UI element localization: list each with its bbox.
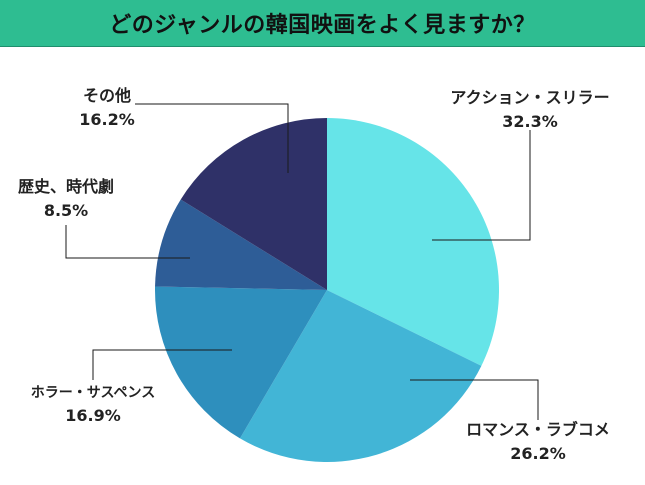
leader-line xyxy=(92,349,232,380)
slice-value-label: 16.2% xyxy=(79,110,135,129)
slice-label: ロマンス・ラブコメ xyxy=(466,420,610,439)
chart-title: どのジャンルの韓国映画をよく見ますか？ xyxy=(109,13,536,38)
slice-label: 歴史、時代劇 xyxy=(18,177,114,196)
slice-value-label: 32.3% xyxy=(502,112,558,131)
slice-label: その他 xyxy=(83,86,131,105)
slice-value-label: 26.2% xyxy=(510,444,566,463)
leader-line xyxy=(135,103,289,173)
leader-line xyxy=(410,379,539,420)
leader-line xyxy=(432,130,531,241)
pie-slice xyxy=(155,286,327,439)
chart-title-bar: どのジャンルの韓国映画をよく見ますか？ xyxy=(0,0,645,47)
slice-value-label: 16.9% xyxy=(65,406,121,425)
leader-line xyxy=(65,225,190,259)
pie-slice xyxy=(327,118,499,366)
slice-value-label: 8.5% xyxy=(44,201,88,220)
pie-slice xyxy=(155,199,327,290)
pie-slice xyxy=(180,117,327,290)
slice-label: アクション・スリラー xyxy=(450,88,609,107)
slice-label: ホラー・サスペンス xyxy=(31,385,155,401)
pie-slice xyxy=(239,290,482,462)
